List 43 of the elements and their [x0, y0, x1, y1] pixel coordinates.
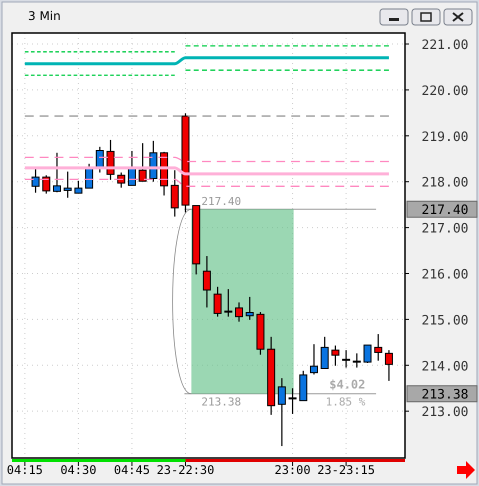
y-tick-label: 213.00: [422, 405, 468, 420]
candlestick: [235, 302, 244, 322]
candlestick: [64, 171, 72, 198]
candlestick: [202, 255, 211, 308]
candlestick: [310, 344, 318, 376]
candlestick: [52, 152, 61, 193]
candlestick: [138, 142, 147, 182]
candlestick: [74, 180, 82, 194]
candlestick: [384, 350, 393, 382]
text: 213.38: [422, 388, 468, 403]
candlestick: [331, 344, 340, 366]
y-tick-label: 217.00: [422, 222, 468, 237]
x-tick-label: 23-22:30: [156, 463, 214, 477]
y-tick-label: 221.00: [422, 38, 468, 54]
candlestick: [214, 286, 222, 318]
y-tick-label: 220.00: [422, 84, 468, 99]
y-tick-label: 214.00: [422, 359, 468, 374]
candlestick: [246, 296, 254, 320]
candlestick: [320, 336, 329, 370]
x-tick-label: 23:00: [274, 463, 311, 477]
candlestick: [288, 388, 297, 415]
y-tick-label: 218.00: [422, 176, 468, 191]
candlestick: [374, 333, 382, 362]
candlestick: [342, 350, 350, 368]
candlestick: [42, 174, 50, 194]
ref-line-label: 213.38: [201, 396, 242, 409]
ref-line-label: 217.40: [201, 195, 242, 208]
candlestick: [364, 344, 372, 364]
y-tick-label: 219.00: [422, 130, 468, 145]
x-tick-label: 04:45: [114, 463, 150, 477]
x-tick-label: 04:15: [6, 463, 43, 477]
x-tick-label: 04:30: [60, 463, 96, 477]
x-tick-label: 23-23:15: [317, 463, 375, 477]
annotation: $4.02: [329, 378, 366, 392]
candlestick: [224, 288, 232, 318]
text: 217.40: [422, 203, 468, 218]
candlestick: [170, 170, 179, 218]
y-tick-label: 216.00: [422, 267, 468, 282]
candlestick: [278, 378, 286, 447]
y-tick-label: 215.00: [422, 313, 468, 328]
candlestick: [352, 352, 361, 368]
annotation: 1.85 %: [326, 396, 366, 409]
chart-title: 3 Min: [28, 9, 61, 23]
